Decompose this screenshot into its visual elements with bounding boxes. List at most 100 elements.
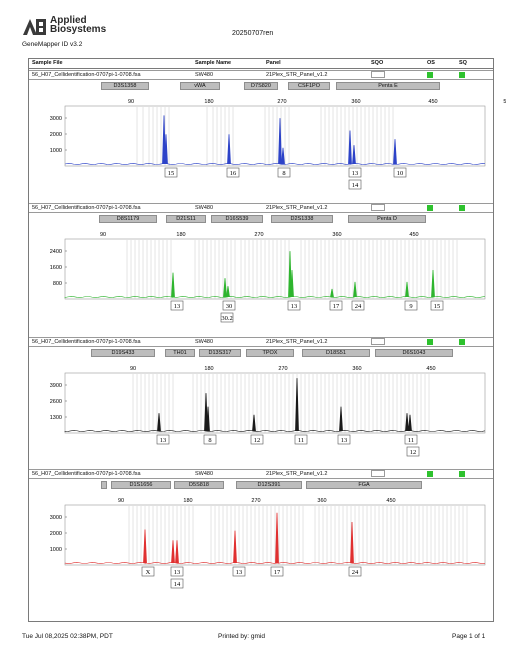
allele-call-box (348, 566, 362, 577)
y-tick-label: 3000 (50, 515, 62, 521)
col-sample-file: Sample File (32, 60, 63, 66)
marker-label[interactable]: D12S391 (236, 481, 302, 489)
sample-info-row: 56_H07_Cellidentification-0707pi-1-0708.… (29, 469, 493, 479)
electropherogram: 90 180 270 360 450 3900 2600 1300 13 8 12 11 13 11 12 (50, 366, 486, 457)
allele-call-label: 17 (333, 303, 340, 310)
marker-label[interactable]: D7S820 (244, 82, 278, 90)
x-tick-label: 270 (254, 232, 263, 238)
marker-label[interactable]: D16S539 (211, 215, 263, 223)
marker-label[interactable]: D2S1338 (271, 215, 333, 223)
x-tick-label: 360 (352, 366, 361, 372)
allele-call-label: 13 (341, 437, 348, 444)
allele-call-box (404, 434, 418, 445)
sq-status-indicator (459, 471, 465, 477)
signal-peak (171, 540, 175, 564)
marker-label[interactable]: FGA (306, 481, 422, 489)
sample-panel: 56_H07_Cellidentification-0707pi-1-0708.… (29, 203, 493, 325)
marker-label[interactable]: D3S1358 (101, 82, 149, 90)
os-status-indicator (427, 72, 433, 78)
signal-peak (353, 281, 357, 298)
company-logo-text: Applied Biosystems (50, 15, 107, 35)
allele-call-label: 13 (160, 437, 167, 444)
sample-info-row: 56_H07_Cellidentification-0707pi-1-0708.… (29, 70, 493, 80)
sample-panel: 56_H07_Cellidentification-0707pi-1-0708.… (29, 70, 506, 192)
allele-call-label: 12 (410, 449, 417, 456)
allele-call-label: 11 (298, 437, 304, 444)
os-status-indicator (427, 339, 433, 345)
marker-label[interactable]: D19S433 (91, 349, 155, 357)
panel-name: 21Plex_STR_Panel_v1.2 (266, 339, 328, 345)
allele-call-box (430, 300, 444, 311)
marker-label[interactable]: CSF1PO (288, 82, 330, 90)
allele-call-box (156, 434, 170, 445)
page-number: Page 1 of 1 (452, 633, 486, 640)
allele-call-label: 13 (174, 303, 181, 310)
allele-call-box (277, 167, 291, 178)
marker-label[interactable]: vWA (180, 82, 220, 90)
signal-baseline (64, 562, 486, 564)
allele-call-box (348, 167, 362, 178)
allele-call-box (170, 300, 184, 311)
signal-peak (275, 512, 279, 564)
signal-peak (223, 278, 227, 298)
marker-label[interactable]: D5S818 (174, 481, 224, 489)
allele-call-label: 30.2 (221, 315, 232, 322)
sqo-flag (371, 204, 385, 211)
y-tick-label: 1600 (50, 265, 62, 271)
allele-call-label: 16 (230, 170, 237, 177)
allele-call-box (406, 446, 420, 457)
marker-label[interactable]: TH01 (165, 349, 195, 357)
y-tick-label: 2400 (50, 249, 62, 255)
x-tick-label: 180 (183, 498, 192, 504)
y-tick-label: 1000 (50, 547, 62, 553)
x-tick-label: 450 (386, 498, 395, 504)
allele-call-box (164, 167, 178, 178)
sample-panel: 56_H07_Cellidentification-0707pi-1-0708.… (29, 469, 493, 591)
allele-call-box (203, 434, 217, 445)
allele-call-label: 24 (352, 569, 359, 576)
marker-label[interactable]: D8S1179 (99, 215, 157, 223)
marker-label[interactable]: D6S1043 (375, 349, 453, 357)
x-tick-label: 450 (409, 232, 418, 238)
allele-call-label: 8 (208, 437, 211, 444)
software-version: GeneMapper ID v3.2 (22, 41, 83, 48)
signal-peak (278, 118, 282, 165)
marker-label[interactable]: D21S11 (166, 215, 206, 223)
allele-call-label: 13 (352, 170, 359, 177)
sample-name: SW480 (195, 339, 214, 345)
allele-call-box (170, 566, 184, 577)
signal-peak (226, 286, 230, 298)
plot-area (64, 372, 486, 434)
col-os: OS (427, 60, 435, 66)
marker-label[interactable]: D13S317 (199, 349, 241, 357)
applied-biosystems-logo-icon (22, 18, 48, 36)
sqo-flag (371, 470, 385, 477)
x-tick-label: 270 (278, 366, 287, 372)
marker-label[interactable]: TPOX (246, 349, 294, 357)
allele-call-box (393, 167, 407, 178)
x-tick-label: 90 (118, 498, 124, 504)
allele-call-label: 8 (282, 170, 285, 177)
marker-label[interactable]: D18S51 (302, 349, 370, 357)
marker-label[interactable] (101, 481, 107, 489)
sample-name: SW480 (195, 471, 214, 477)
x-tick-label: 180 (176, 232, 185, 238)
signal-peak (252, 414, 256, 432)
marker-label[interactable]: Penta D (348, 215, 426, 223)
x-tick-label: 450 (428, 99, 437, 105)
signal-peak (350, 521, 354, 564)
marker-label[interactable]: Penta E (336, 82, 440, 90)
electropherogram: 90 180 270 360 450 3000 2000 1000 X 13 14 13 17 24 (50, 498, 486, 589)
y-tick-label: 3900 (50, 383, 62, 389)
os-status-indicator (427, 471, 433, 477)
y-tick-label: 3000 (50, 116, 62, 122)
sample-info-row: 56_H07_Cellidentification-0707pi-1-0708.… (29, 203, 493, 213)
sample-name: SW480 (195, 72, 214, 78)
os-status-indicator (427, 205, 433, 211)
x-tick-label: 360 (332, 232, 341, 238)
marker-label[interactable]: D1S1656 (111, 481, 171, 489)
x-tick-label: 180 (204, 366, 213, 372)
sample-info-row: 56_H07_Cellidentification-0707pi-1-0708.… (29, 337, 493, 347)
signal-peak (348, 130, 352, 165)
allele-call-label: 11 (408, 437, 414, 444)
